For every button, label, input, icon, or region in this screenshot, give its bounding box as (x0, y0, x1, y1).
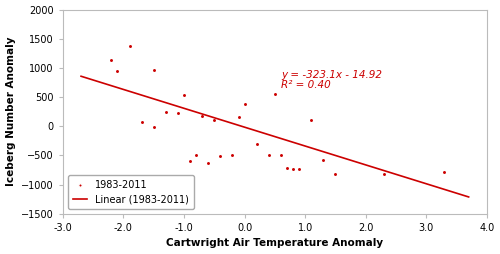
1983-2011 (240, 102, 248, 106)
1983-2011 (150, 125, 158, 129)
1983-2011 (198, 114, 206, 118)
1983-2011 (174, 111, 182, 115)
Text: y = -323.1x - 14.92: y = -323.1x - 14.92 (281, 70, 382, 80)
Linear (1983-2011) (466, 195, 471, 198)
Linear (1983-2011) (80, 75, 86, 78)
Linear (1983-2011) (308, 146, 314, 149)
1983-2011 (210, 118, 218, 122)
1983-2011 (277, 153, 285, 157)
1983-2011 (252, 142, 260, 146)
1983-2011 (332, 171, 340, 176)
1983-2011 (108, 58, 116, 62)
1983-2011 (295, 167, 303, 171)
1983-2011 (271, 92, 279, 96)
1983-2011 (180, 93, 188, 97)
Line: Linear (1983-2011): Linear (1983-2011) (81, 76, 468, 197)
1983-2011 (150, 68, 158, 72)
Y-axis label: Iceberg Number Anomaly: Iceberg Number Anomaly (6, 37, 16, 186)
1983-2011 (162, 110, 170, 114)
1983-2011 (204, 161, 212, 165)
1983-2011 (126, 44, 134, 48)
Linear (1983-2011) (404, 177, 410, 180)
1983-2011 (265, 153, 273, 157)
1983-2011 (320, 157, 328, 162)
1983-2011 (216, 154, 224, 158)
1983-2011 (114, 69, 122, 73)
1983-2011 (192, 153, 200, 157)
1983-2011 (283, 166, 291, 170)
1983-2011 (307, 118, 315, 122)
1983-2011 (440, 170, 448, 174)
Legend: 1983-2011, Linear (1983-2011): 1983-2011, Linear (1983-2011) (68, 176, 194, 209)
1983-2011 (289, 167, 297, 171)
Linear (1983-2011) (309, 147, 315, 150)
1983-2011 (138, 120, 145, 124)
1983-2011 (380, 171, 388, 176)
Linear (1983-2011) (78, 75, 84, 78)
Text: R² = 0.40: R² = 0.40 (281, 80, 330, 90)
X-axis label: Cartwright Air Temperature Anomaly: Cartwright Air Temperature Anomaly (166, 239, 384, 248)
1983-2011 (186, 159, 194, 163)
Linear (1983-2011) (430, 184, 436, 187)
Linear (1983-2011) (316, 149, 322, 152)
1983-2011 (228, 153, 236, 157)
1983-2011 (234, 115, 242, 119)
